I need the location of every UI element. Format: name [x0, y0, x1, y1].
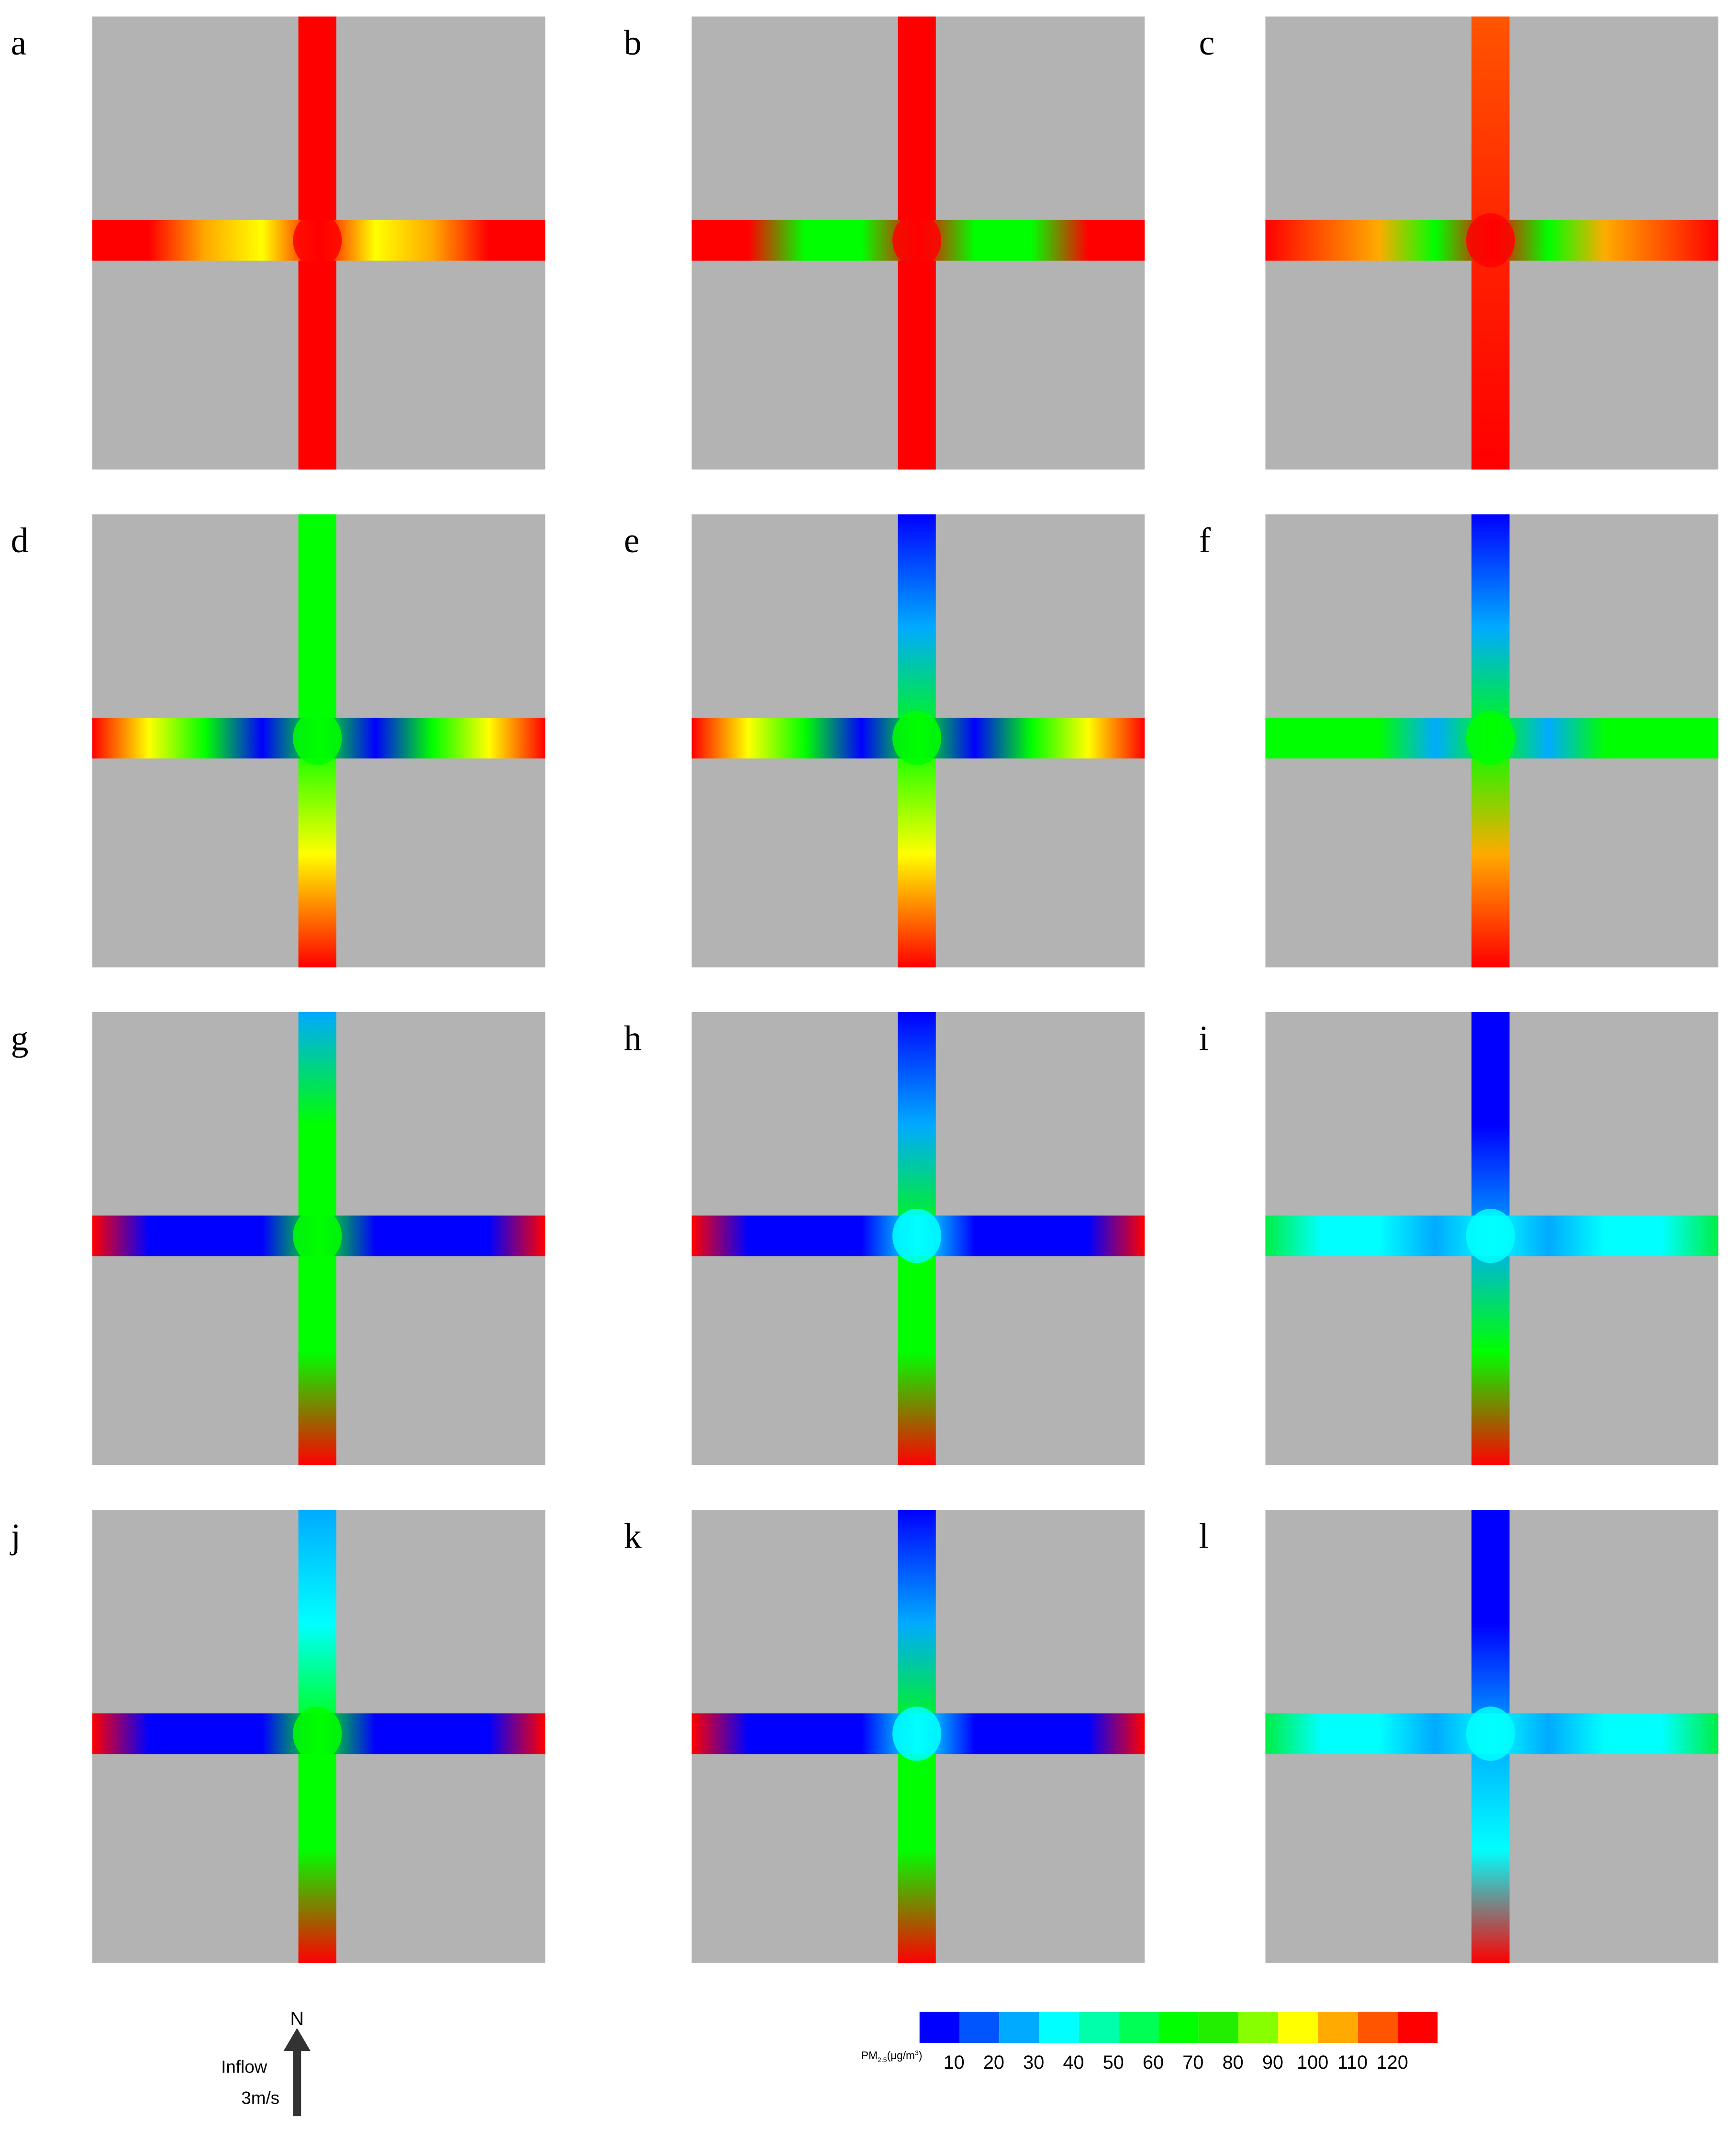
colorbar-swatch	[999, 2011, 1039, 2043]
colorbar-swatch	[1398, 2011, 1438, 2043]
arrow-shaft	[293, 2048, 301, 2117]
inflow-label: Inflow	[221, 2057, 267, 2076]
panel: b	[624, 16, 1145, 470]
panel-label: b	[624, 23, 642, 62]
label-close: )	[919, 2049, 923, 2062]
panel-label: d	[11, 521, 29, 560]
intersection	[293, 711, 342, 766]
panel: a	[11, 16, 545, 470]
intersection	[1466, 213, 1515, 268]
intersection	[892, 213, 942, 268]
panel: e	[624, 514, 1145, 968]
colorbar-swatch	[1238, 2011, 1279, 2043]
panel: l	[1199, 1510, 1719, 1963]
panel-label: l	[1199, 1517, 1209, 1556]
panel-label: a	[11, 23, 27, 62]
label-sup: 3	[915, 2050, 919, 2057]
north-label: N	[290, 2008, 304, 2030]
panel-label: f	[1199, 521, 1211, 560]
label-sub: 2.5	[878, 2056, 887, 2064]
colorbar-swatch	[1318, 2011, 1358, 2043]
intersection	[1466, 711, 1515, 766]
colorbar-tick-label: 90	[1262, 2052, 1283, 2073]
colorbar-swatch	[959, 2011, 1000, 2043]
label-unit: (μg/m	[887, 2049, 915, 2062]
colorbar-tick-label: 50	[1103, 2052, 1124, 2073]
colorbar-swatch	[1158, 2011, 1199, 2043]
colorbar-tick-label: 20	[983, 2052, 1004, 2073]
compass: N Inflow 3m/s	[221, 2008, 311, 2117]
panel-label: j	[10, 1517, 21, 1556]
colorbar-tick-label: 70	[1182, 2052, 1203, 2073]
arrow-head	[283, 2028, 311, 2052]
colorbar-tick-label: 30	[1023, 2052, 1044, 2073]
colorbar-tick-label: 110	[1337, 2052, 1368, 2073]
panel: h	[624, 1012, 1145, 1465]
panel-label: i	[1199, 1018, 1209, 1058]
panel: f	[1199, 514, 1719, 968]
label-prefix: PM	[861, 2049, 878, 2062]
colorbar-swatch	[1119, 2011, 1159, 2043]
colorbar-tick-label: 120	[1377, 2052, 1408, 2073]
colorbar-tick-label: 60	[1143, 2052, 1164, 2073]
colorbar-swatch	[1198, 2011, 1239, 2043]
panel: d	[11, 514, 545, 968]
panel: j	[10, 1510, 545, 1963]
panel: i	[1199, 1012, 1719, 1465]
colorbar-tick-label: 40	[1063, 2052, 1084, 2073]
colorbar-swatch	[919, 2011, 959, 2043]
colorbar-tick-label: 100	[1297, 2052, 1328, 2073]
colorbar-swatch	[1278, 2011, 1318, 2043]
intersection	[1466, 1208, 1515, 1263]
intersection	[892, 1706, 942, 1761]
intersection	[1466, 1706, 1515, 1761]
panel-label: c	[1199, 23, 1215, 62]
panel: k	[624, 1510, 1145, 1963]
colorbar-label: PM2.5(μg/m3)	[861, 2049, 922, 2064]
panel-label: k	[624, 1517, 642, 1556]
intersection	[293, 1208, 342, 1263]
panel-label: e	[624, 521, 640, 560]
panel-label: g	[11, 1018, 29, 1058]
colorbar-tick-label: 80	[1223, 2052, 1244, 2073]
speed-label: 3m/s	[241, 2088, 279, 2108]
panel: g	[11, 1012, 545, 1465]
intersection	[892, 1208, 942, 1263]
panel-label: h	[624, 1018, 642, 1058]
colorbar-swatch	[1358, 2011, 1398, 2043]
colorbar-swatch	[1079, 2011, 1119, 2043]
colorbar-swatch	[1039, 2011, 1079, 2043]
panel: c	[1199, 16, 1719, 470]
colorbar-tick-label: 10	[944, 2052, 965, 2073]
intersection	[892, 711, 942, 766]
intersection	[293, 1706, 342, 1761]
intersection	[293, 213, 342, 268]
